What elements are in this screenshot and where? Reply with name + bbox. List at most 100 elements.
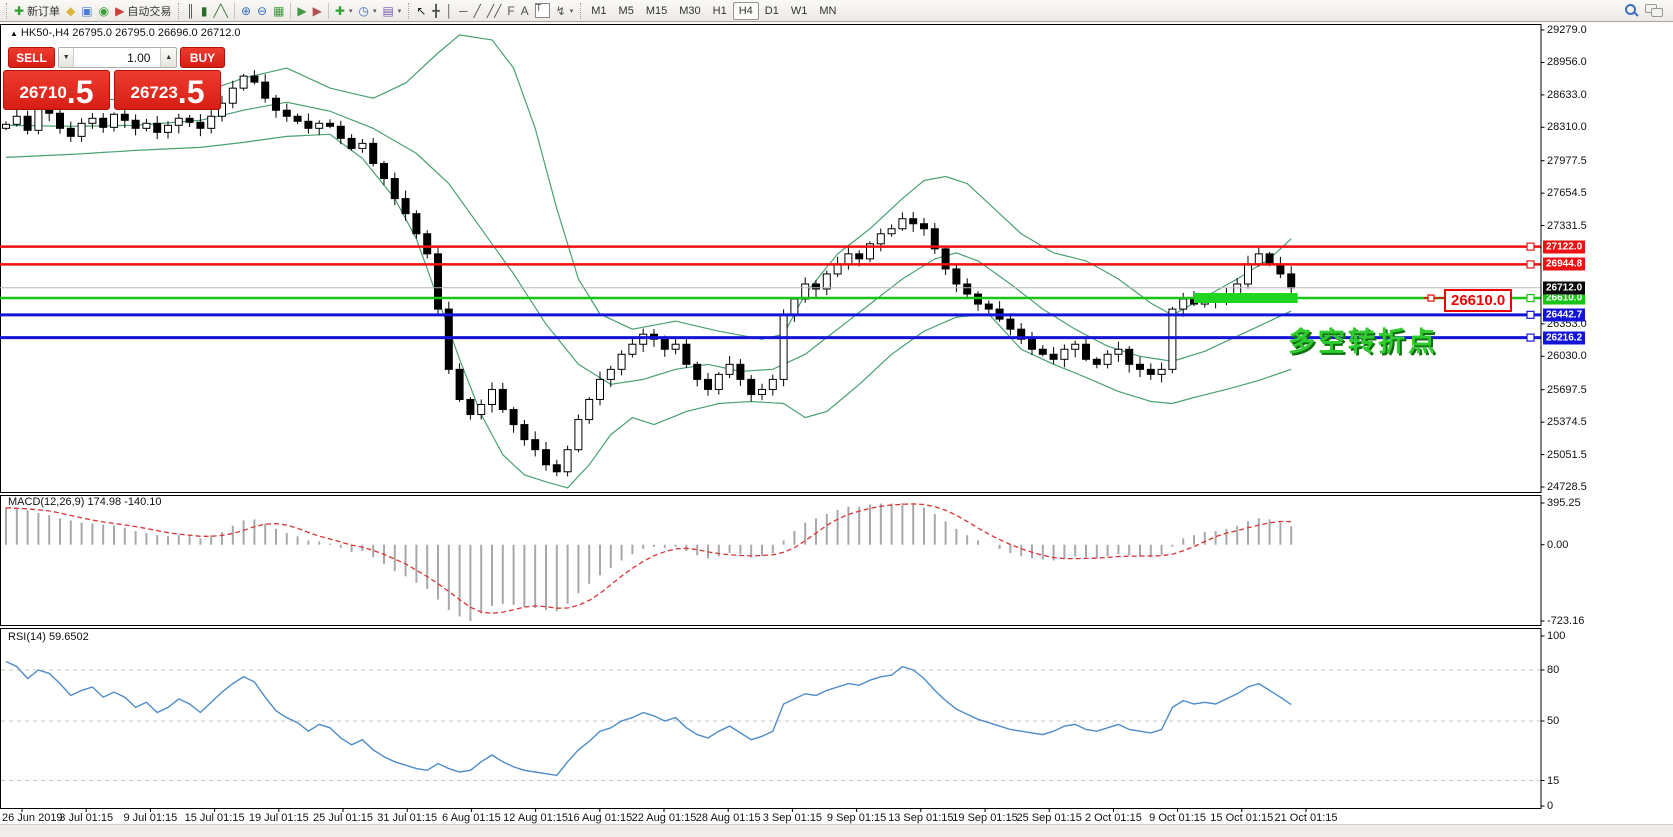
arrows-button[interactable]: ↯ ▾ — [553, 2, 577, 20]
signals-icon-icon: ◉ — [98, 3, 110, 18]
chart-area[interactable]: ▲ HK50-,H4 26795.0 26795.0 26696.0 26712.… — [0, 22, 1673, 824]
new-chart-button[interactable]: ✚ ▾ — [332, 2, 356, 20]
zoom-in-icon: ⊕ — [240, 3, 251, 18]
toolbar-grip — [580, 2, 582, 19]
templates-button[interactable]: ▤ ▾ — [379, 2, 404, 20]
terminal-icon-icon: ▣ — [81, 3, 93, 18]
search-icon[interactable] — [1624, 3, 1639, 18]
vertical-line-icon: │ — [445, 3, 454, 18]
crosshair-icon: ╋ — [432, 3, 440, 18]
new-chart-icon: ✚ — [334, 3, 345, 18]
text-label-icon: T — [534, 3, 550, 18]
rsi-levels — [1, 669, 1541, 781]
bollinger-middle-band — [5, 101, 1292, 386]
equidistant-channel-button[interactable]: ╱╱ — [484, 2, 504, 20]
bar-chart-button[interactable]: ║ — [183, 2, 198, 20]
equidistant-channel-icon: ╱╱ — [486, 3, 502, 18]
horizontal-level-lines[interactable] — [0, 242, 1541, 342]
chart-shift-button[interactable]: ▶ — [310, 2, 325, 20]
sell-price-big: .5 — [66, 73, 94, 110]
timeframe-h4[interactable]: H4 — [732, 1, 759, 20]
volume-spinner: ▼ ▲ — [57, 47, 178, 68]
autotrading-button[interactable]: ▶ 自动交易 — [112, 2, 174, 20]
text-button[interactable]: A — [518, 2, 532, 20]
macd-histogram — [5, 503, 1293, 621]
candlestick-button[interactable]: ▮ — [198, 2, 211, 20]
toolbar-grip — [178, 2, 180, 19]
timeframe-m5[interactable]: M5 — [618, 4, 634, 17]
line-chart-button[interactable]: ╱╲ — [210, 2, 230, 20]
horizontal-line-icon: ─ — [459, 3, 468, 18]
tile-windows-icon: ▦ — [273, 3, 285, 18]
periods-icon: ◷ — [358, 3, 369, 18]
autotrading-icon: ▶ — [115, 3, 125, 18]
candlestick-icon: ▮ — [200, 3, 208, 18]
objects-icon[interactable]: ◆ — [63, 2, 78, 20]
vertical-line-button[interactable]: │ — [443, 2, 457, 20]
arrows-icon: ↯ — [555, 3, 566, 18]
buy-price-main: 26723 — [130, 83, 178, 102]
new-order-icon: ✚ — [14, 3, 25, 18]
chevron-down-icon: ▾ — [372, 7, 377, 15]
timeframe-m15[interactable]: M15 — [645, 4, 668, 17]
timeframe-mn[interactable]: MN — [819, 4, 837, 17]
callout-connector — [1424, 294, 1444, 302]
buy-price-big: .5 — [177, 73, 205, 110]
timeframe-m1[interactable]: M1 — [591, 4, 607, 17]
text-icon: A — [520, 3, 529, 18]
objects-icon-icon: ◆ — [66, 3, 76, 18]
sell-price-display[interactable]: 26710.5 — [3, 70, 110, 110]
toolbar-grip — [408, 2, 410, 19]
chevron-down-icon: ▾ — [397, 7, 402, 15]
crosshair-button[interactable]: ╋ — [429, 2, 442, 20]
cursor-icon: ↖ — [416, 3, 427, 18]
fibonacci-button[interactable]: F — [504, 2, 517, 20]
trendline-button[interactable]: ╱ — [471, 2, 484, 20]
chevron-down-icon: ▾ — [569, 7, 574, 15]
trendline-icon: ╱ — [473, 3, 481, 18]
timeframe-w1[interactable]: W1 — [790, 4, 808, 17]
volume-input[interactable] — [74, 48, 161, 67]
buy-price-display[interactable]: 26723.5 — [114, 70, 221, 110]
one-click-trade-panel: SELL ▼ ▲ BUY 26710.5 26723.5 — [3, 47, 225, 110]
signals-icon[interactable]: ◉ — [96, 2, 112, 20]
terminal-icon[interactable]: ▣ — [78, 2, 95, 20]
timeframe-m30[interactable]: M30 — [679, 4, 701, 17]
auto-scroll-icon: ▶ — [297, 3, 307, 18]
volume-increase-icon[interactable]: ▲ — [160, 48, 177, 67]
toolbar-grip — [6, 2, 7, 19]
chart-shift-icon: ▶ — [312, 3, 322, 18]
zoom-in-button[interactable]: ⊕ — [238, 2, 254, 20]
chevron-down-icon: ▾ — [348, 7, 353, 15]
new-order-button-label: 新订单 — [27, 5, 61, 18]
line-chart-icon: ╱╲ — [213, 3, 228, 18]
axis-ticks — [21, 29, 1545, 812]
toolbar: ✚ 新订单 ◆ ▣ ◉ ▶ 自动交易 ║ ▮ ╱╲ ⊕ ⊖ ▦ ▶ ▶ ✚ ▾ ◷ ▾ ▤ ▾ ↖ ╋ │ ─ ╱ ╱╱ F A T ↯ ▾ M… — [0, 0, 1673, 22]
autotrading-button-label: 自动交易 — [127, 5, 172, 18]
templates-icon: ▤ — [382, 3, 394, 18]
cursor-button[interactable]: ↖ — [413, 2, 429, 20]
auto-scroll-button[interactable]: ▶ — [294, 2, 309, 20]
buy-button[interactable]: BUY — [180, 47, 225, 68]
toolbar-separator — [327, 2, 329, 19]
chat-icon[interactable] — [1645, 3, 1663, 18]
new-order-button[interactable]: ✚ 新订单 — [11, 2, 63, 20]
zoom-out-button[interactable]: ⊖ — [254, 2, 270, 20]
fibonacci-icon: F — [507, 3, 515, 18]
volume-decrease-icon[interactable]: ▼ — [58, 48, 75, 67]
horizontal-line-button[interactable]: ─ — [456, 2, 471, 20]
timeframe-h1[interactable]: H1 — [712, 4, 727, 17]
zoom-out-icon: ⊖ — [257, 3, 268, 18]
macd-signal-line — [5, 503, 1292, 614]
highlight-zone — [1194, 293, 1298, 304]
text-label-button[interactable]: T — [532, 2, 553, 20]
timeframe-d1[interactable]: D1 — [764, 4, 779, 17]
periods-button[interactable]: ◷ ▾ — [355, 2, 379, 20]
sell-price-main: 26710 — [19, 83, 67, 102]
bollinger-lower-band — [5, 133, 1292, 489]
sell-button[interactable]: SELL — [8, 47, 55, 68]
toolbar-separator — [290, 2, 292, 19]
tile-windows-button[interactable]: ▦ — [270, 2, 287, 20]
